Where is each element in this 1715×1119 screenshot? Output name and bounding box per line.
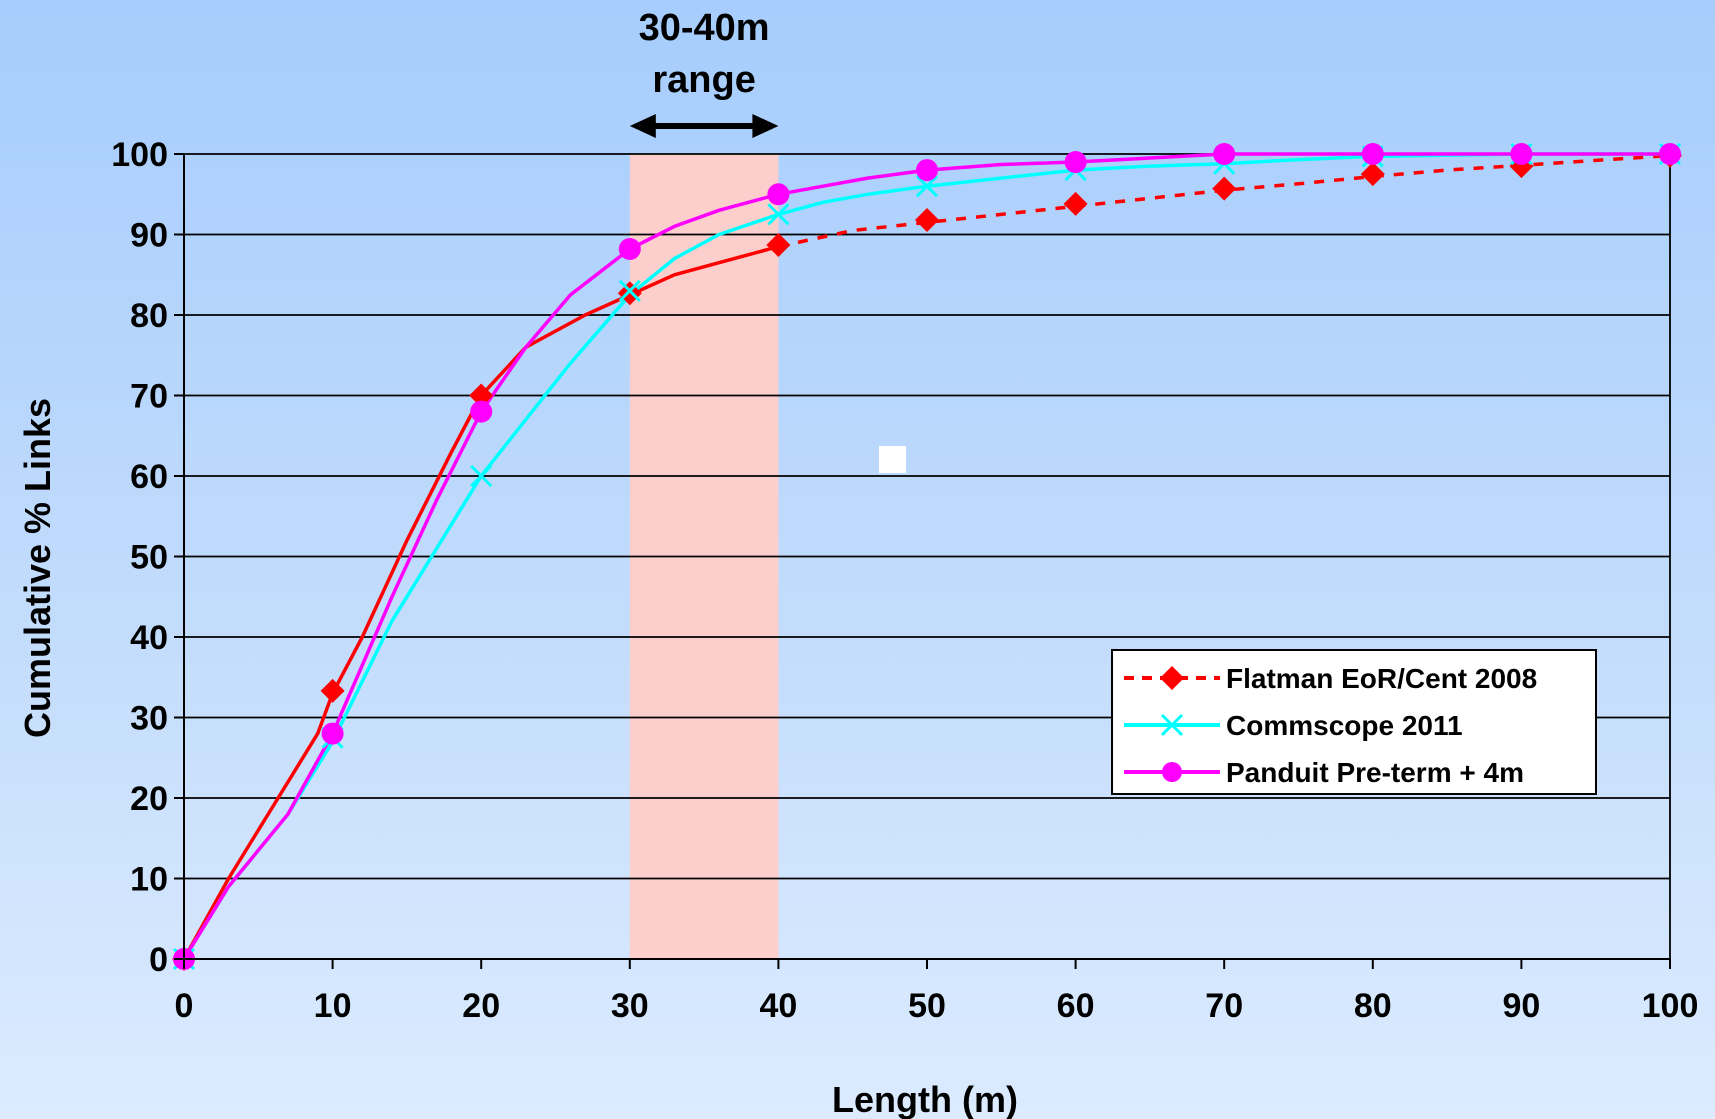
legend-entry-flatman: Flatman EoR/Cent 2008 [1124,663,1537,694]
y-tick-label: 0 [149,941,168,979]
marker-0-3 [617,281,642,306]
double-arrow-icon [629,114,779,138]
marker-2-1 [321,722,344,745]
y-tick-label: 50 [130,539,168,577]
legend: Flatman EoR/Cent 2008 Commscope 2011 Pan… [1111,649,1597,795]
x-tick-label: 0 [175,987,194,1025]
marker-2-9 [1510,143,1533,165]
marker-2-3 [618,237,641,260]
marker-1-4 [767,203,790,226]
series-1 [182,152,1670,960]
y-axis-title: Cumulative % Links [17,398,58,738]
series-line-2 [182,152,1670,960]
x-tick-label: 80 [1354,987,1392,1025]
x-tick-label: 100 [1642,987,1699,1025]
x-tick-label: 50 [908,987,946,1025]
legend-x-icon [1160,713,1184,737]
legend-label-commscope: Commscope 2011 [1226,710,1463,741]
marker-0-5 [915,208,939,233]
marker-0-2 [469,383,494,408]
marker-2-4 [767,183,790,206]
y-tick-label: 60 [130,458,168,496]
x-tick-label: 90 [1502,987,1540,1025]
series-line-1 [182,152,1670,960]
legend-label-panduit: Panduit Pre-term + 4m [1226,757,1524,788]
arrow-head-left [629,114,656,138]
x-tick-label: 40 [759,987,797,1025]
legend-diamond-icon [1160,666,1184,690]
legend-label-flatman: Flatman EoR/Cent 2008 [1226,663,1537,694]
x-axis-title: Length (m) [832,1079,1018,1119]
y-tick-label: 20 [130,780,168,818]
series-line-dashed-0 [778,153,1671,249]
y-tick-label: 90 [130,217,168,255]
x-tick-label: 10 [314,987,352,1025]
marker-2-5 [916,159,938,182]
white-square-marker [879,446,906,473]
series-2 [182,152,1670,960]
x-tick-label: 60 [1057,987,1095,1025]
series-layer [172,142,1682,971]
y-tick-label: 40 [130,619,168,657]
legend-circle-icon [1162,762,1182,782]
marker-1-5 [915,175,939,198]
series-markers-2 [173,143,1681,970]
marker-2-7 [1213,143,1236,165]
marker-2-6 [1064,151,1087,174]
marker-2-10 [1659,143,1681,165]
x-tick-label: 30 [611,987,649,1025]
legend-entry-panduit: Panduit Pre-term + 4m [1124,757,1524,788]
axes: 0 10 20 30 40 50 60 70 80 90 100 0 10 20 30 40 50 60 70 80 9… [111,136,1698,1025]
marker-1-2 [470,464,493,488]
y-tick-label: 80 [130,297,168,335]
y-tick-label: 30 [130,700,168,738]
band-label-line1: 30-40m [639,7,770,49]
arrow-head-right [752,114,779,138]
legend-entry-commscope: Commscope 2011 [1124,710,1463,741]
marker-2-2 [470,400,493,423]
gridlines [184,153,1671,960]
x-tick-label: 70 [1205,987,1243,1025]
marker-0-6 [1063,191,1088,216]
marker-1-3 [618,279,641,302]
marker-0-8 [1360,162,1385,187]
marker-0-4 [766,232,791,257]
y-tick-label: 100 [111,136,168,174]
band-label-line2: range [652,59,755,101]
marker-0-1 [320,678,345,703]
y-tick-label: 10 [130,861,168,899]
y-tick-label: 70 [130,378,168,416]
series-line-solid-0 [182,244,779,960]
x-tick-label: 20 [462,987,500,1025]
marker-2-8 [1361,143,1384,165]
marker-0-7 [1212,176,1237,201]
